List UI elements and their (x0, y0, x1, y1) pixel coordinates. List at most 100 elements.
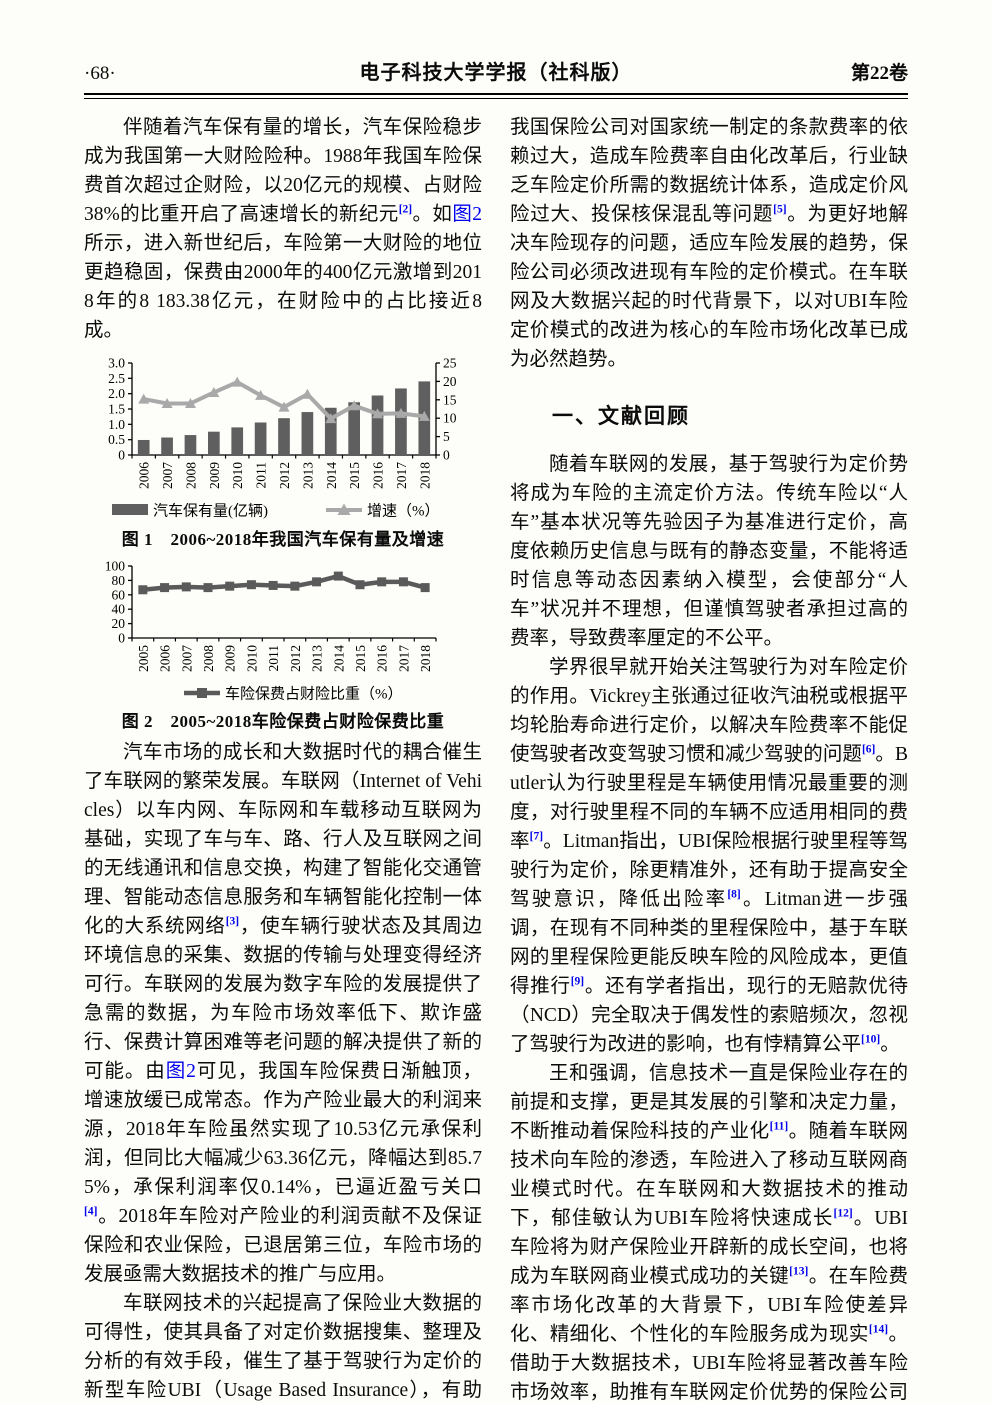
svg-text:2008: 2008 (201, 645, 216, 672)
paragraph-market: 汽车市场的成长和大数据时代的耦合催生了车联网的繁荣发展。车联网（Internet… (84, 738, 482, 1289)
svg-text:2014: 2014 (324, 462, 339, 489)
text-run: 。2018年车险对产险业的利润贡献不及保证保险和农业保险，已退居第三位，车险市场… (84, 1206, 482, 1285)
svg-text:0: 0 (443, 448, 450, 463)
figure1-caption: 图 1 2006~2018年我国汽车保有量及增速 (121, 530, 445, 549)
svg-text:2005: 2005 (136, 645, 151, 672)
text-run: 。在车险费率市场化改革的大背景下，UBI车险使差异化、精细化、个性化的车险服务成… (510, 1266, 908, 1345)
text-run: 。Litman进一步强调，在现有不同种类的里程保险中，基于车联网的里程保险更能反… (510, 889, 908, 997)
svg-text:2013: 2013 (300, 462, 315, 489)
paragraph-early-research: 学界很早就开始关注驾驶行为对车险定价的作用。Vickrey主张通过征收汽油税或根… (510, 653, 908, 1059)
svg-text:1.5: 1.5 (108, 402, 125, 417)
svg-text:2015: 2015 (347, 462, 362, 489)
citation-reference[interactable]: [5] (773, 203, 787, 216)
svg-text:2009: 2009 (207, 462, 222, 489)
svg-text:20: 20 (112, 616, 126, 631)
svg-text:40: 40 (112, 602, 126, 617)
svg-text:0.5: 0.5 (108, 432, 125, 447)
figure-1: 0 0.5 1.0 1.5 2.0 2.5 3.0 2006 2007 2008 2009 2010 2… (84, 355, 482, 550)
svg-text:0: 0 (118, 631, 125, 646)
citation-reference[interactable]: [9] (570, 975, 585, 988)
paragraph-intro: 伴随着汽车保有量的增长，汽车保险稳步成为我国第一大财险险种。1988年我国车险保… (84, 113, 482, 345)
svg-text:2012: 2012 (288, 645, 303, 672)
text-run: 伴随着汽车保有量的增长，汽车保险稳步成为我国第一大财险险种。1988年我国车险保… (84, 117, 482, 225)
svg-text:1.0: 1.0 (108, 417, 125, 432)
text-run: 。为更好地解决车险现存的问题，适应车险发展的趋势，保险公司必须改进现有车险的定价… (510, 204, 908, 370)
svg-text:2006: 2006 (137, 462, 152, 489)
citation-reference[interactable]: [8] (727, 888, 741, 901)
text-run: 。 (880, 1034, 900, 1055)
text-run: 。Butler认为行驶里程是车辆使用情况最重要的测度，对行驶里程不同的车辆不应适… (510, 744, 908, 852)
svg-text:60: 60 (112, 587, 126, 602)
citation-reference[interactable]: [11] (769, 1120, 789, 1133)
svg-text:2011: 2011 (254, 462, 269, 489)
paragraph-iov-dev: 随着车联网的发展，基于驾驶行为定价势将成为车险的主流定价方法。传统车险以“人车”… (510, 450, 908, 653)
svg-text:2016: 2016 (371, 462, 386, 489)
citation-reference[interactable]: [12] (833, 1207, 853, 1220)
citation-reference[interactable]: [7] (529, 830, 544, 843)
svg-text:80: 80 (112, 573, 126, 588)
svg-text:2015: 2015 (353, 645, 368, 672)
svg-text:汽车保有量(亿辆): 汽车保有量(亿辆) (153, 503, 268, 520)
svg-text:5: 5 (443, 429, 450, 444)
figure-reference-link[interactable]: 图2 (452, 204, 482, 225)
svg-text:2018: 2018 (417, 462, 432, 489)
svg-text:车险保费占财险比重（%）: 车险保费占财险比重（%） (225, 686, 403, 703)
svg-text:3.0: 3.0 (108, 356, 125, 371)
text-run: 王和强调，信息技术一直是保险业存在的前提和支撑，更是其发展的引擎和决定力量，不断… (510, 1063, 908, 1142)
text-run: 所示，进入新世纪后，车险第一大财险的地位更趋稳固，保费由2000年的400亿元激… (84, 233, 482, 341)
text-run: 汽车市场的成长和大数据时代的耦合催生了车联网的繁荣发展。车联网（Internet… (84, 742, 482, 937)
text-run: 。借助于大数据技术，UBI车险将显著改善车险市场效率，助推有车联网定价优势的保险… (510, 1324, 908, 1403)
text-run: 我国保险公司对国家统一制定的条款费率的依赖过大，造成车险费率自由化改革后，行业缺… (510, 117, 908, 225)
svg-text:2.5: 2.5 (108, 371, 125, 386)
svg-text:2016: 2016 (375, 645, 390, 672)
citation-reference[interactable]: [14] (868, 1323, 889, 1336)
svg-text:2018: 2018 (418, 645, 433, 672)
svg-text:2007: 2007 (160, 462, 175, 489)
header-double-rule (84, 93, 908, 99)
svg-text:2017: 2017 (394, 462, 409, 489)
citation-reference[interactable]: [4] (84, 1205, 98, 1218)
figure-2: 0 20 40 60 80 100 2005 2006 2007 2008 2009 2010 2011… (84, 560, 482, 732)
volume-label: 第22卷 (850, 63, 908, 84)
svg-text:20: 20 (443, 374, 457, 389)
citation-reference[interactable]: [2] (398, 203, 413, 216)
svg-text:2.0: 2.0 (108, 386, 125, 401)
svg-text:2009: 2009 (223, 645, 238, 672)
citation-reference[interactable]: [10] (861, 1033, 881, 1046)
svg-text:增速（%）: 增速（%） (367, 503, 440, 520)
citation-reference[interactable]: [13] (789, 1265, 809, 1278)
svg-text:2014: 2014 (331, 645, 346, 672)
paragraph-continuation: 我国保险公司对国家统一制定的条款费率的依赖过大，造成车险费率自由化改革后，行业缺… (510, 113, 908, 374)
text-run: 。Litman指出，UBI保险根据行驶里程等驾驶行为定价，除更精准外，还有助于提… (510, 831, 908, 910)
svg-text:0: 0 (118, 448, 125, 463)
citation-reference[interactable]: [6] (861, 743, 876, 756)
text-run: 。UBI车险将为财产保险业开辟新的成长空间，也将成为车联网商业模式成功的关键 (510, 1208, 908, 1287)
svg-text:2007: 2007 (179, 645, 194, 672)
text-run: 随着车联网的发展，基于驾驶行为定价势将成为车险的主流定价方法。传统车险以“人车”… (510, 454, 908, 649)
page-header: ·68· 电子科技大学学报（社科版） 第22卷 (84, 56, 908, 85)
paragraph-wanghe: 王和强调，信息技术一直是保险业存在的前提和支撑，更是其发展的引擎和决定力量，不断… (510, 1059, 908, 1403)
text-run: 学界很早就开始关注驾驶行为对车险定价的作用。Vickrey主张通过征收汽油税或根… (510, 657, 908, 765)
svg-text:2010: 2010 (244, 645, 259, 672)
text-run: 可见，我国车险保费日渐触顶，增速放缓已成常态。作为产险业最大的利润来源，2018… (84, 1061, 482, 1198)
svg-text:25: 25 (443, 356, 457, 371)
left-column: 伴随着汽车保有量的增长，汽车保险稳步成为我国第一大财险险种。1988年我国车险保… (84, 113, 482, 1403)
svg-text:2010: 2010 (230, 462, 245, 489)
paragraph-ubi-intro: 车联网技术的兴起提高了保险业大数据的可得性，使其具备了对定价数据搜集、整理及分析… (84, 1289, 482, 1403)
text-run: 。随着车联网技术向车险的渗透，车险进入了移动互联网商业模式时代。在车联网和大数据… (510, 1121, 908, 1229)
svg-text:2011: 2011 (266, 645, 281, 672)
svg-text:2013: 2013 (310, 645, 325, 672)
citation-reference[interactable]: [3] (225, 915, 240, 928)
right-column: 我国保险公司对国家统一制定的条款费率的依赖过大，造成车险费率自由化改革后，行业缺… (510, 113, 908, 1403)
figure-reference-link[interactable]: 图2 (165, 1061, 196, 1082)
svg-text:100: 100 (105, 560, 126, 574)
svg-text:2008: 2008 (183, 462, 198, 489)
svg-text:2012: 2012 (277, 462, 292, 489)
svg-text:15: 15 (443, 392, 457, 407)
svg-text:2017: 2017 (396, 645, 411, 672)
svg-text:2006: 2006 (158, 645, 173, 672)
journal-title: 电子科技大学学报（社科版） (359, 62, 633, 84)
